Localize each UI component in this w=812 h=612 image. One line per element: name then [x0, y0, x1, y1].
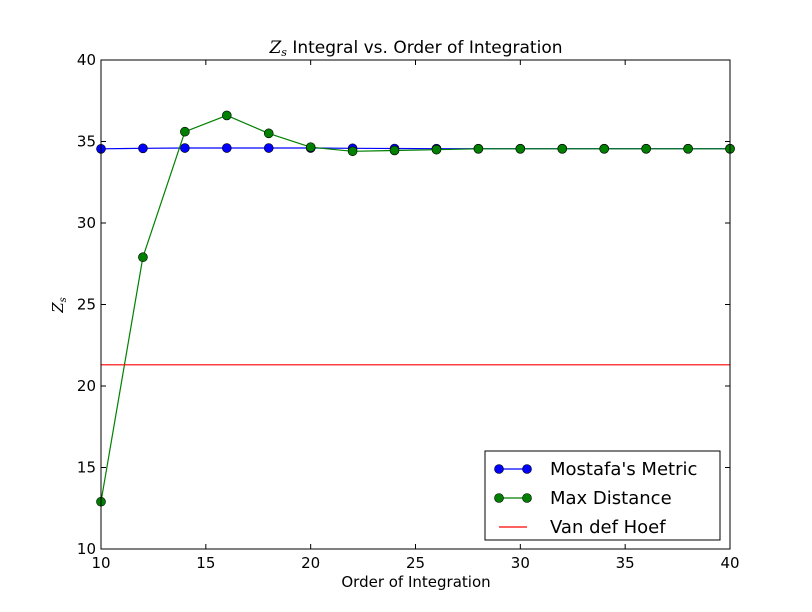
x-axis-label: Order of Integration: [341, 573, 490, 591]
x-tick-label: 35: [616, 554, 635, 572]
data-point: [305, 142, 316, 153]
data-point: [222, 143, 232, 153]
title-math-subscript: s: [281, 46, 287, 59]
y-tick-label: 35: [77, 133, 96, 151]
data-point: [599, 144, 610, 154]
x-tick-label: 10: [91, 554, 110, 572]
legend-marker: [494, 493, 504, 503]
data-point: [641, 144, 651, 154]
data-point: [473, 144, 484, 154]
y-tick-label: 30: [77, 214, 96, 232]
x-tick-label: 25: [406, 554, 425, 572]
data-point: [222, 110, 232, 121]
legend-entry-1: Max Distance: [494, 488, 672, 509]
data-point: [263, 128, 274, 139]
data-point: [263, 143, 274, 153]
legend-label: Max Distance: [550, 488, 672, 509]
data-point: [683, 144, 693, 154]
axis-ticks: 10 15 20 25 30 35 40 10 15 20 25 30 35 40: [77, 51, 740, 572]
legend: Mostafa's Metric Max Distance Van def Hoef: [484, 450, 721, 541]
legend-marker: [522, 464, 532, 474]
y-tick-label: 20: [77, 377, 96, 395]
data-point: [515, 144, 526, 154]
data-point: [180, 143, 190, 153]
y-tick-label: 25: [77, 296, 96, 314]
data-point: [180, 126, 190, 137]
plot-area: [96, 110, 735, 507]
data-point: [557, 144, 568, 154]
x-tick-label: 20: [301, 554, 320, 572]
y-label-math: Z: [49, 302, 67, 314]
x-tick-label: 15: [196, 554, 215, 572]
legend-entry-0: Mostafa's Metric: [494, 459, 697, 480]
legend-marker: [522, 493, 532, 503]
chart-title: Zs Integral vs. Order of Integration: [268, 38, 562, 59]
legend-label: Mostafa's Metric: [550, 459, 697, 480]
y-tick-label: 10: [77, 540, 96, 558]
data-point: [389, 145, 400, 156]
y-label-math-subscript: s: [58, 297, 69, 302]
data-point: [138, 252, 148, 263]
series-line: [100, 114, 730, 502]
x-tick-label: 30: [511, 554, 530, 572]
y-axis-label: Zs: [49, 297, 69, 314]
series-1: [96, 110, 735, 507]
x-tick-label: 40: [720, 554, 739, 572]
title-math: Z: [268, 38, 282, 58]
title-rest: Integral vs. Order of Integration: [287, 38, 563, 58]
data-point: [431, 144, 442, 155]
y-tick-label: 15: [77, 459, 96, 477]
legend-label: Van def Hoef: [550, 517, 666, 538]
legend-entry-2: Van def Hoef: [499, 517, 666, 538]
y-tick-label: 40: [77, 51, 96, 69]
data-point: [138, 143, 148, 154]
data-point: [347, 146, 358, 157]
legend-marker: [494, 464, 504, 474]
